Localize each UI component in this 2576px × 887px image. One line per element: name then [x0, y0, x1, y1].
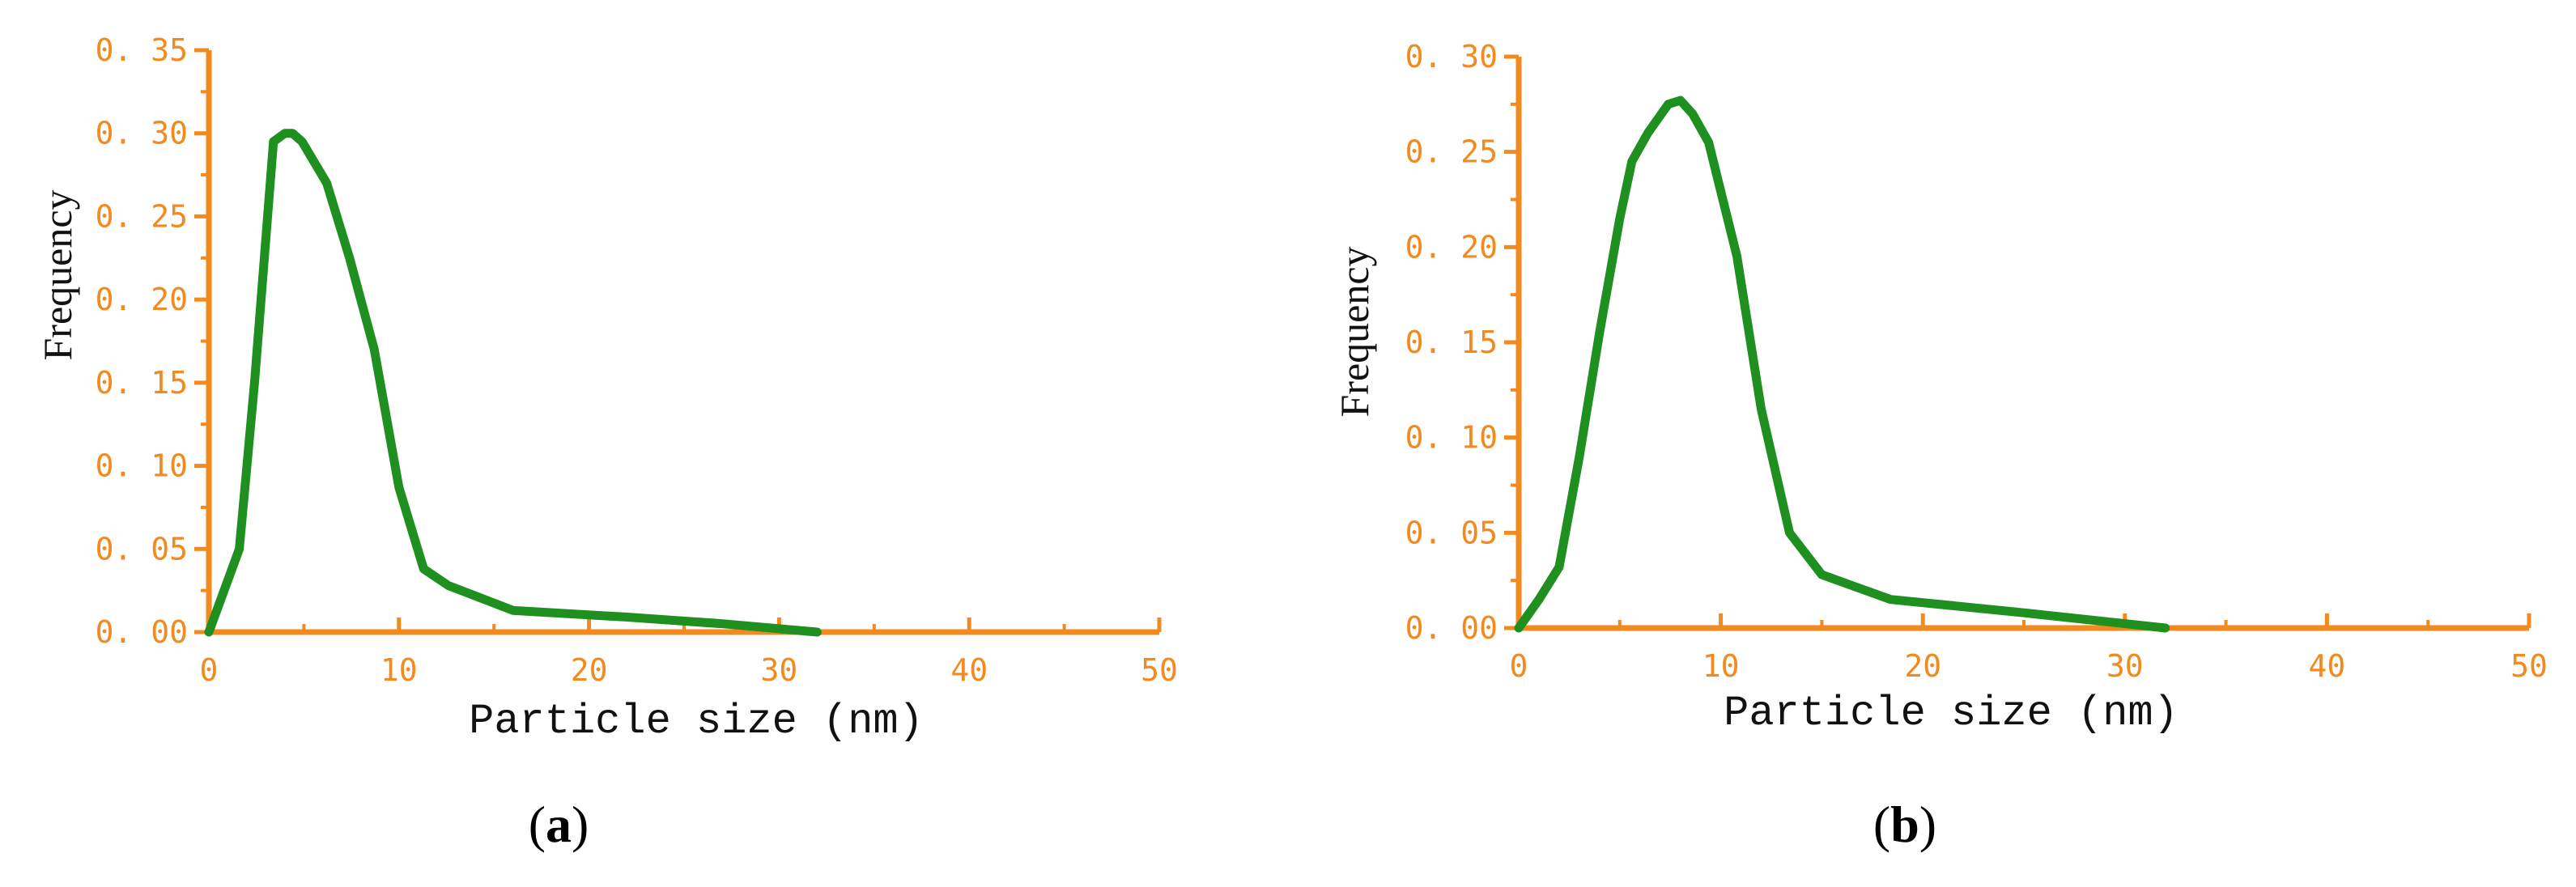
chart-a-x-tick-label: 0 [200, 652, 219, 688]
chart-a-y-tick-label: 0. 30 [96, 116, 188, 151]
chart-b-y-tick-label: 0. 05 [1405, 515, 1498, 550]
chart-b-x-tick-label: 10 [1702, 648, 1740, 684]
chart-a-y-axis-title: Frequency [35, 189, 80, 360]
chart-a-y-tick-label: 0. 00 [96, 614, 188, 650]
chart-a-x-tick-label: 20 [571, 652, 608, 688]
chart-a-x-tick-label: 30 [761, 652, 798, 688]
chart-b-x-tick-label: 50 [2510, 648, 2548, 684]
chart-a-marks: 0 10 20 30 40 50 0. 00 0. 05 0. 10 0. 15 0. 20 0. 2… [96, 32, 1178, 688]
panel-label-b: (b) [1873, 796, 1936, 853]
chart-a-y-tick-label: 0. 35 [96, 32, 188, 68]
chart-b-marks: 0 10 20 30 40 50 0. 00 0. 05 0. 10 0. 15 0. 20 0. 2… [1405, 39, 2548, 684]
chart-b-y-axis-title: Frequency [1332, 246, 1377, 417]
chart-b-y-tick-label: 0. 00 [1405, 610, 1498, 646]
chart-a-x-tick-label: 50 [1141, 652, 1178, 688]
chart-a-series-line-0 [204, 129, 822, 637]
chart-b-y-tick-label: 0. 25 [1405, 134, 1498, 170]
chart-panel-b: 0 10 20 30 40 50 0. 00 0. 05 0. 10 0. 15 0. 20 0. 2… [1332, 39, 2548, 853]
chart-b-series-line-0 [1514, 95, 2170, 633]
chart-b-y-tick-label: 0. 20 [1405, 229, 1498, 265]
chart-b-x-axis-title: Particle size (nm) [1724, 690, 2179, 737]
chart-b-x-tick-label: 30 [2106, 648, 2144, 684]
panel-label-b-letter: b [1890, 796, 1919, 853]
chart-a-x-tick-label: 40 [950, 652, 988, 688]
chart-a-y-tick-label: 0. 10 [96, 448, 188, 484]
chart-b-y-tick-label: 0. 15 [1405, 325, 1498, 360]
chart-a-y-tick-label: 0. 20 [96, 282, 188, 317]
chart-a-x-tick-label: 10 [380, 652, 418, 688]
chart-a-x-axis-title: Particle size (nm) [469, 698, 924, 745]
chart-b-y-tick-label: 0. 10 [1405, 420, 1498, 456]
chart-a-y-tick-label: 0. 15 [96, 365, 188, 401]
panel-label-a: (a) [529, 796, 589, 853]
panel-label-a-letter: a [546, 796, 572, 853]
chart-a-y-tick-label: 0. 05 [96, 531, 188, 567]
chart-b-x-tick-label: 20 [1904, 648, 1941, 684]
chart-panel-a: 0 10 20 30 40 50 0. 00 0. 05 0. 10 0. 15 0. 20 0. 2… [35, 32, 1178, 853]
chart-b-x-tick-label: 0 [1510, 648, 1528, 684]
chart-b-x-tick-label: 40 [2309, 648, 2346, 684]
chart-b-y-tick-label: 0. 30 [1405, 39, 1498, 74]
chart-a-y-tick-label: 0. 25 [96, 198, 188, 234]
